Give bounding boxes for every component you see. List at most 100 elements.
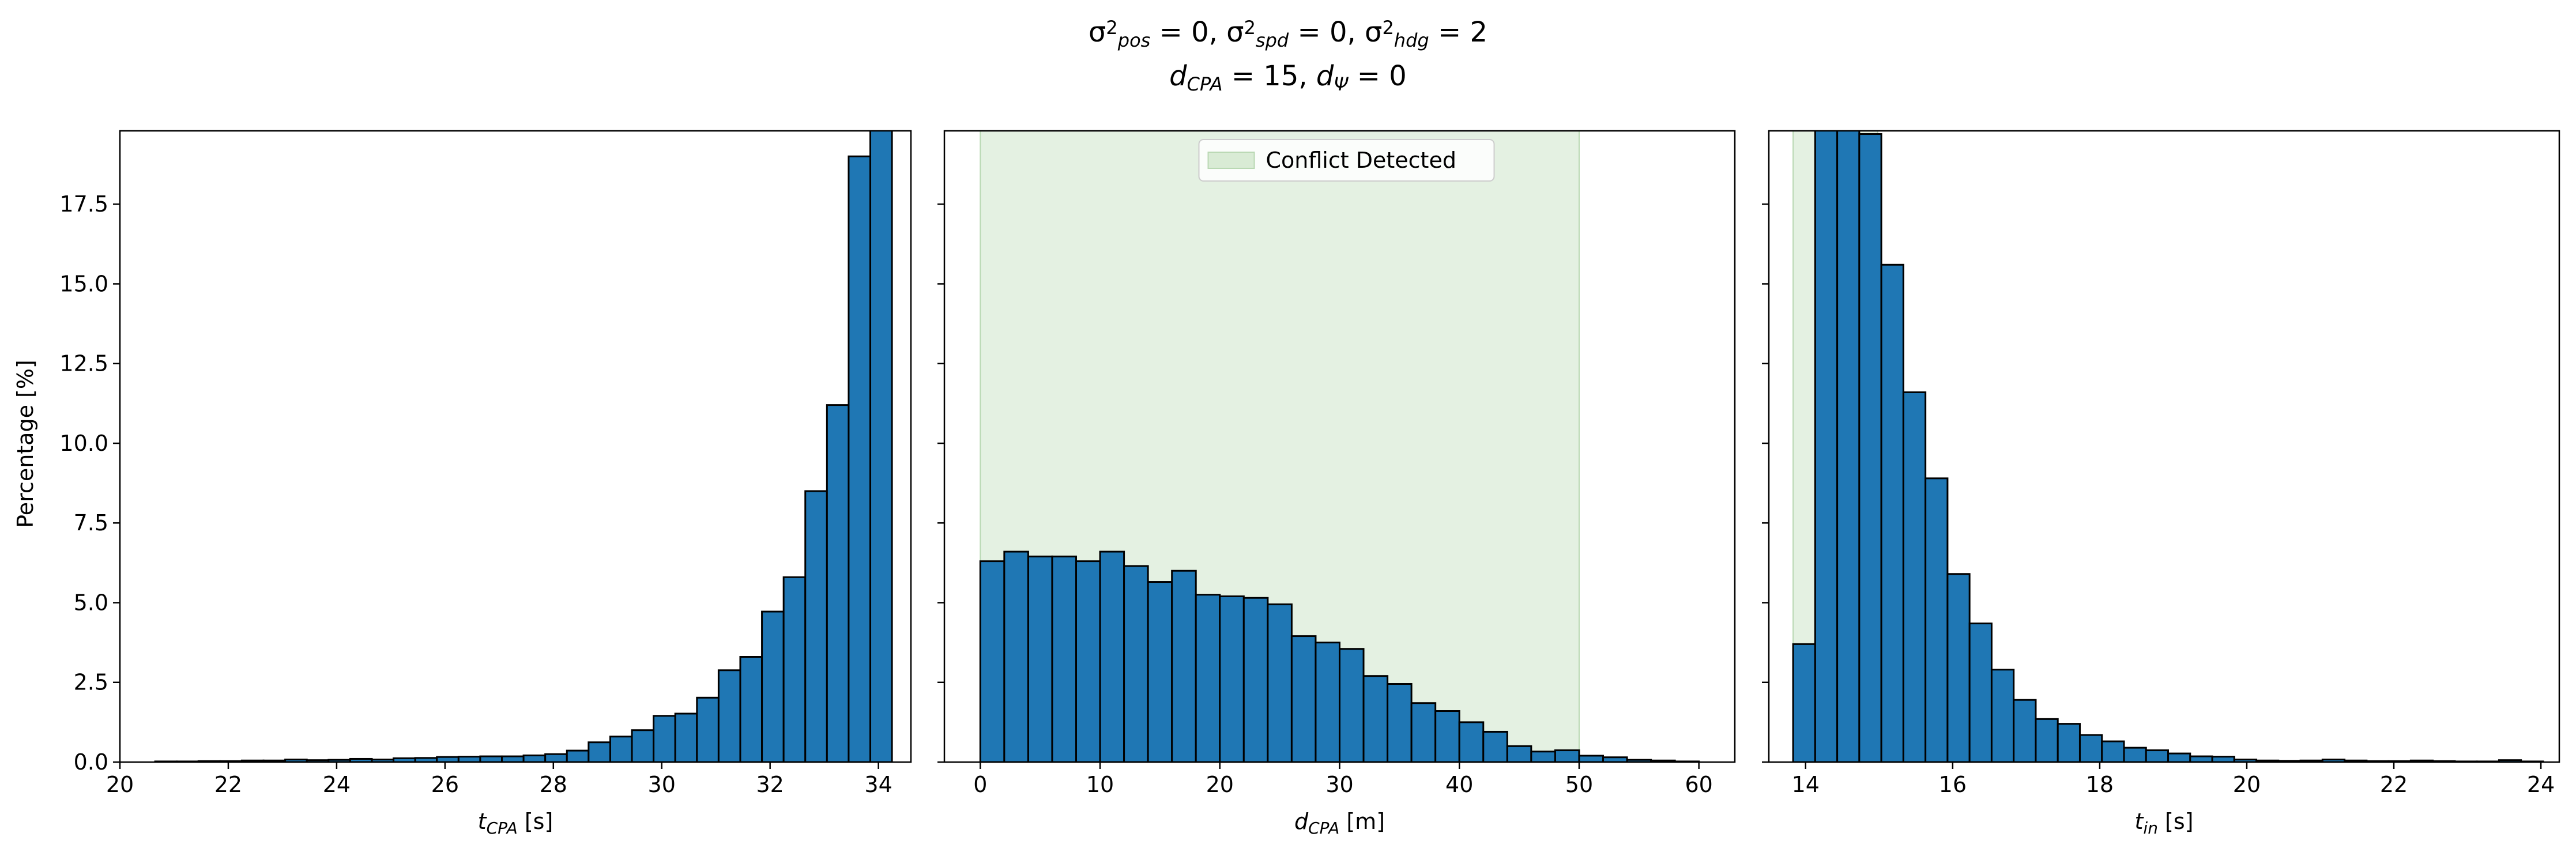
x-tick-label: 14	[1792, 772, 1820, 797]
histogram-bar	[1880, 263, 1904, 762]
histogram-bar	[1968, 622, 1993, 762]
histogram-bar	[2013, 699, 2037, 762]
histogram-bar	[436, 756, 460, 762]
histogram-bar	[1003, 551, 1029, 762]
histogram-bar	[1792, 643, 1816, 762]
x-tick-label: 0	[973, 772, 987, 797]
x-tick-label: 10	[1086, 772, 1114, 797]
x-tick-label: 24	[2527, 772, 2555, 797]
histogram-bar	[1339, 648, 1365, 762]
x-tick-label: 32	[756, 772, 784, 797]
histogram-bar	[1554, 749, 1580, 762]
histogram-bar	[1051, 555, 1078, 762]
histogram-bar	[674, 712, 698, 762]
histogram-bar	[2057, 723, 2081, 762]
panel-t-cpa: 0.0 2.5 5.0 7.5 10.0 12.5 15.0 17.5 20 22 24 26 28 30…	[59, 130, 912, 838]
histogram-bar	[717, 669, 741, 762]
suptitle-line2: dCPA = 15, dΨ = 0	[1169, 60, 1407, 95]
y-tick-label: 7.5	[74, 510, 108, 536]
histogram-bar	[544, 753, 568, 762]
x-tick-label: 50	[1565, 772, 1593, 797]
histogram-bar	[1075, 560, 1101, 762]
x-axis-label: tCPA [s]	[478, 809, 553, 838]
histogram-bar	[2035, 718, 2059, 762]
x-tick-label: 28	[540, 772, 567, 797]
y-tick-label: 12.5	[59, 351, 108, 376]
histogram-bar	[1814, 131, 1839, 762]
histogram-bar	[1195, 594, 1221, 762]
x-tick-label: 20	[1206, 772, 1234, 797]
y-tick-label: 2.5	[74, 670, 108, 695]
x-tick-label: 24	[323, 772, 351, 797]
y-tick-label: 15.0	[59, 271, 108, 296]
x-axis-label: tin [s]	[2135, 809, 2194, 838]
histogram-bar	[1458, 721, 1485, 762]
histogram-bar	[1123, 565, 1149, 762]
histogram-bar	[1836, 131, 1861, 762]
y-tick-label: 5.0	[74, 590, 108, 615]
histogram-bar	[979, 560, 1005, 762]
legend-label: Conflict Detected	[1266, 148, 1456, 173]
x-axis-label: dCPA [m]	[1294, 809, 1385, 838]
histogram-bar	[457, 756, 481, 762]
histogram-bar	[1387, 683, 1413, 762]
histogram-bar	[739, 656, 763, 762]
histogram-bar	[1219, 595, 1245, 762]
legend: Conflict Detected	[1198, 139, 1495, 182]
histogram-bar	[1946, 573, 1971, 762]
histogram-bar	[522, 754, 547, 762]
x-tick-label: 26	[431, 772, 459, 797]
histogram-bar	[2211, 756, 2235, 762]
suptitle-line1: σ2pos = 0, σ2spd = 0, σ2hdg = 2	[1089, 16, 1487, 51]
x-tick-label: 60	[1685, 772, 1713, 797]
histogram-bar	[761, 610, 785, 762]
x-tick-label: 22	[214, 772, 242, 797]
x-tick-label: 30	[1325, 772, 1353, 797]
histogram-bar	[1267, 603, 1293, 762]
histogram-bar	[1902, 391, 1927, 762]
x-tick-label: 20	[2233, 772, 2261, 797]
panel-t-in: 14 16 18 20 22 24 tin [s]	[1762, 130, 2560, 838]
y-tick-label: 10.0	[59, 431, 108, 456]
histogram-bar	[2167, 752, 2191, 762]
histogram-bar	[501, 755, 525, 762]
histogram-bar	[587, 741, 611, 762]
histogram-bar	[869, 131, 893, 762]
histogram-bar	[1171, 570, 1197, 762]
y-tick-label: 0.0	[74, 749, 108, 775]
histogram-bar	[2189, 755, 2213, 762]
histogram-bar	[2145, 749, 2170, 762]
x-tick-label: 40	[1445, 772, 1473, 797]
x-tick-label: 30	[648, 772, 676, 797]
histogram-bar	[2123, 747, 2147, 762]
histogram-bar	[1858, 133, 1882, 762]
histogram-bar	[1482, 730, 1508, 762]
y-tick-label: 17.5	[59, 191, 108, 217]
legend-swatch	[1207, 152, 1255, 169]
histogram-bar	[653, 715, 676, 762]
histogram-bar	[1315, 642, 1341, 762]
histogram-bar	[1290, 635, 1317, 762]
histogram-bar	[1578, 755, 1605, 762]
panel-d-cpa: 0 10 20 30 40 50 60 dCPA [m] Conflict Detected	[937, 130, 1736, 838]
histogram-bar	[1147, 581, 1173, 762]
axes-frame	[119, 130, 912, 763]
x-tick-label: 18	[2086, 772, 2114, 797]
histogram-bar	[696, 696, 720, 762]
histogram-bar	[826, 404, 850, 762]
histogram-bar	[804, 490, 828, 762]
histogram-bar	[631, 729, 655, 762]
x-tick-label: 20	[106, 772, 134, 797]
histogram-bar	[609, 736, 633, 762]
histogram-bar	[1530, 751, 1556, 762]
histogram-bar	[1434, 710, 1460, 762]
axes-frame	[1768, 130, 2560, 763]
histogram-bar	[1990, 669, 2015, 762]
y-axis-label: Percentage [%]	[13, 360, 38, 528]
histogram-bar	[1027, 555, 1053, 762]
histogram-bar	[848, 155, 872, 762]
histogram-bar	[1506, 745, 1532, 762]
histogram-bar	[782, 576, 807, 762]
x-tick-label: 16	[1939, 772, 1967, 797]
